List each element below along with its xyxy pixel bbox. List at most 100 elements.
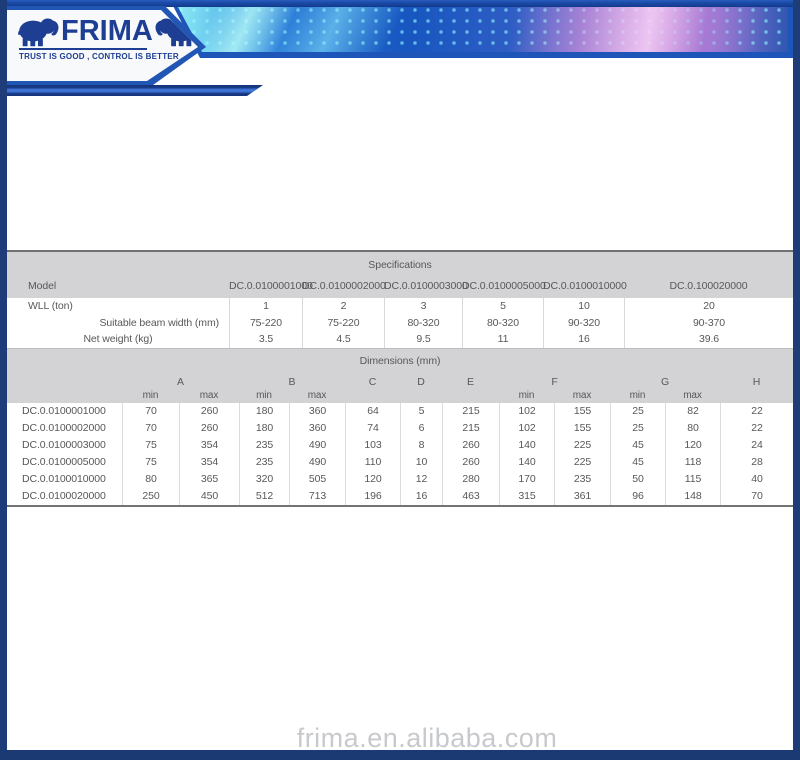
dim-value-cell: 215	[442, 402, 499, 420]
dim-value-cell: 354	[179, 436, 239, 454]
spec-model-row: Model DC.0.0100001000 DC.0.0100002000 DC.0…	[7, 274, 793, 298]
spec-model-header: DC.0.100020000	[669, 280, 748, 292]
dim-value-cell: 235	[239, 453, 289, 471]
dim-value-cell: 22	[720, 419, 793, 437]
spec-value-cell: 80-320	[384, 314, 462, 331]
spec-model-header: DC.0.0100010000	[543, 280, 627, 292]
frame-left-bar	[0, 0, 7, 760]
elephant-left-icon	[18, 18, 59, 47]
dim-table-title: Dimensions (mm)	[359, 354, 441, 367]
dim-value-cell: 260	[179, 419, 239, 437]
dim-value-cell: 360	[289, 419, 345, 437]
dim-value-cell: 22	[720, 402, 793, 420]
dim-value-cell: 170	[499, 470, 554, 488]
dim-table-row: DC.0.0100002000 70 260 180 360 74 6 215 102 155 25…	[7, 419, 793, 437]
spec-row-label: WLL (ton)	[28, 300, 73, 313]
dim-value-cell: 25	[610, 402, 665, 420]
dim-value-cell: 354	[179, 453, 239, 471]
dim-table-row: DC.0.0100001000 70 260 180 360 64 5 215 102 155 25…	[7, 402, 793, 420]
spec-model-label: Model	[28, 280, 57, 292]
frame-top-bar	[0, 0, 800, 7]
dim-value-cell: 74	[345, 419, 400, 437]
spec-value-cell: 1	[229, 298, 302, 315]
spec-row-label: Net weight (kg)	[83, 333, 153, 346]
dim-sub-g-min: min	[629, 389, 646, 401]
frame-bottom-bar	[0, 750, 800, 760]
spec-model-header: DC.0.0100005000	[462, 280, 546, 292]
spec-value-cell: 2	[302, 298, 384, 315]
dim-value-cell: 365	[179, 470, 239, 488]
dim-sub-f-min: min	[518, 389, 535, 401]
dim-value-cell: 280	[442, 470, 499, 488]
dim-value-cell: 315	[499, 487, 554, 505]
dim-value-cell: 25	[610, 419, 665, 437]
dim-sub-g-max: max	[683, 389, 702, 401]
dim-value-cell: 180	[239, 419, 289, 437]
spec-value-cell: 3	[384, 298, 462, 315]
dim-value-cell: 713	[289, 487, 345, 505]
spec-row: WLL (ton) 1 2 3 5 10 20	[7, 298, 793, 315]
dim-group-d: D	[417, 375, 425, 388]
dim-value-cell: 490	[289, 453, 345, 471]
dim-row-model: DC.0.0100020000	[22, 489, 106, 502]
spec-value-cell: 90-320	[543, 314, 624, 331]
dim-value-cell: 505	[289, 470, 345, 488]
dim-value-cell: 70	[122, 402, 179, 420]
dim-row-model: DC.0.0100002000	[22, 421, 106, 434]
dim-value-cell: 102	[499, 402, 554, 420]
spec-value-cell: 3.5	[229, 331, 302, 348]
dim-value-cell: 70	[122, 419, 179, 437]
dim-value-cell: 118	[665, 453, 720, 471]
dim-value-cell: 490	[289, 436, 345, 454]
dim-sub-a-max: max	[199, 389, 219, 401]
spec-model-header: DC.0.0100001000	[229, 280, 313, 292]
dim-value-cell: 16	[400, 487, 442, 505]
dim-group-h: H	[752, 375, 761, 388]
dim-group-e: E	[467, 375, 474, 388]
dim-group-g: G	[660, 375, 670, 388]
spec-table-header: Specifications Model DC.0.0100001000 DC.0…	[7, 250, 793, 298]
spec-value-cell: 75-220	[229, 314, 302, 331]
dim-value-cell: 512	[239, 487, 289, 505]
dim-value-cell: 360	[289, 402, 345, 420]
dim-value-cell: 80	[665, 419, 720, 437]
spec-row-label: Suitable beam width (mm)	[99, 316, 219, 329]
dim-value-cell: 24	[720, 436, 793, 454]
dim-value-cell: 45	[610, 453, 665, 471]
spec-value-cell: 80-320	[462, 314, 543, 331]
spec-value-cell: 9.5	[384, 331, 462, 348]
dim-group-b: B	[288, 375, 296, 388]
dim-value-cell: 155	[554, 402, 610, 420]
dim-value-cell: 75	[122, 436, 179, 454]
dim-sub-a-min: min	[142, 389, 159, 401]
brand-tagline: TRUST IS GOOD , CONTROL IS BETTER	[19, 52, 179, 61]
dim-value-cell: 115	[665, 470, 720, 488]
dim-value-cell: 80	[122, 470, 179, 488]
dim-table-header: Dimensions (mm) A B C D E F G H min max …	[7, 347, 793, 403]
dim-value-cell: 75	[122, 453, 179, 471]
dim-value-cell: 215	[442, 419, 499, 437]
dim-value-cell: 103	[345, 436, 400, 454]
dim-value-cell: 110	[345, 453, 400, 471]
spec-value-cell: 10	[543, 298, 624, 315]
dim-value-cell: 50	[610, 470, 665, 488]
spec-value-cell: 16	[543, 331, 624, 348]
dim-table-row: DC.0.0100010000 80 365 320 505 120 12 280 170 235…	[7, 470, 793, 488]
dim-value-cell: 235	[554, 470, 610, 488]
frame-right-bar	[793, 0, 800, 760]
spec-value-cell: 5	[462, 298, 543, 315]
brand-divider	[19, 48, 147, 50]
dim-sub-b-max: max	[307, 389, 327, 401]
dim-subheader-row: min max min max min max min max	[7, 388, 793, 403]
dim-table-row: DC.0.0100020000 250 450 512 713 196 16 463 315 36…	[7, 487, 793, 505]
dim-group-c: C	[368, 375, 377, 388]
dim-value-cell: 6	[400, 419, 442, 437]
dim-row-model: DC.0.0100003000	[22, 438, 106, 451]
dim-value-cell: 196	[345, 487, 400, 505]
spec-value-cell: 39.6	[624, 331, 793, 348]
dim-row-model: DC.0.0100005000	[22, 455, 106, 468]
spec-model-header: DC.0.0100002000	[302, 280, 386, 292]
dim-value-cell: 64	[345, 402, 400, 420]
dim-value-cell: 148	[665, 487, 720, 505]
